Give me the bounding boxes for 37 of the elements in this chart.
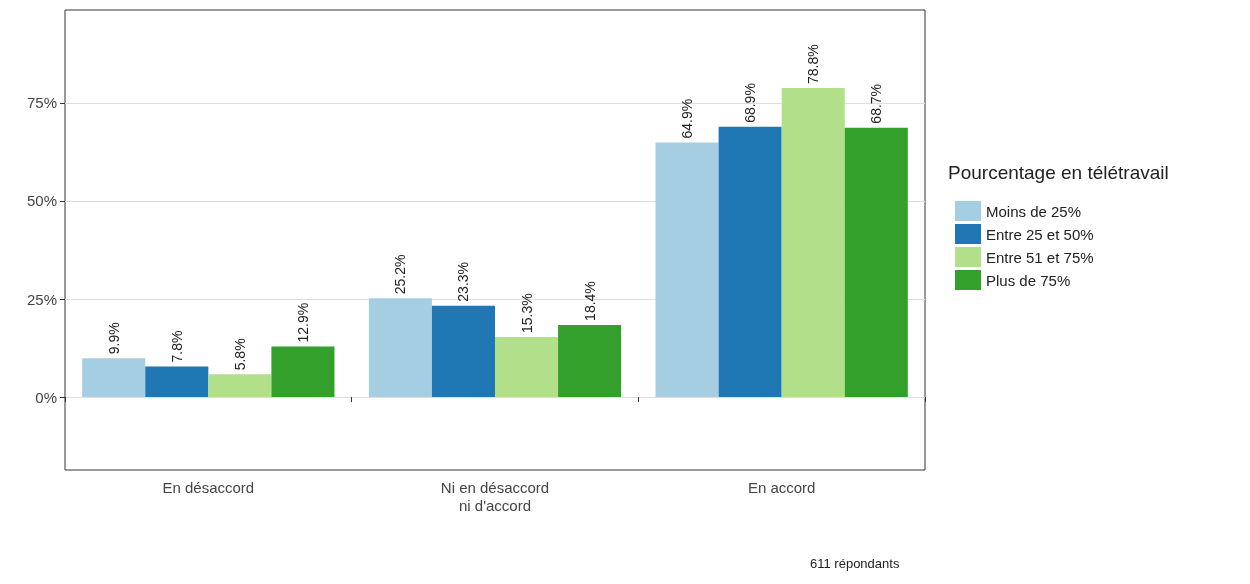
- bar: [718, 126, 782, 398]
- bar: [495, 337, 559, 398]
- legend-label: Plus de 75%: [986, 271, 1071, 289]
- bar: [145, 366, 209, 398]
- bar: [368, 298, 432, 398]
- y-tick-label: 0%: [35, 388, 57, 406]
- bar: [558, 324, 622, 398]
- x-tick-label: En désaccord: [162, 478, 255, 496]
- y-tick-label: 75%: [26, 94, 57, 112]
- data-label: 64.9%: [679, 98, 696, 139]
- bar: [781, 88, 845, 398]
- text: 611 répondants: [810, 556, 900, 571]
- bar: [431, 305, 495, 398]
- data-label: 9.9%: [105, 322, 122, 355]
- bar: [208, 374, 272, 398]
- data-label: 25.2%: [392, 254, 409, 295]
- data-label: 5.8%: [231, 338, 248, 371]
- legend-title: Pourcentage en télétravail: [948, 162, 1169, 183]
- y-tick-label: 50%: [26, 192, 57, 210]
- data-label: 18.4%: [581, 281, 598, 321]
- x-tick-label: Ni en désaccord ni d'accord: [440, 478, 550, 514]
- data-label: 68.9%: [742, 83, 759, 123]
- legend-label: Entre 51 et 75%: [986, 248, 1094, 266]
- bar: [271, 346, 335, 398]
- legend-label: Moins de 25%: [986, 202, 1082, 220]
- data-label: 68.7%: [868, 83, 885, 124]
- data-label: 78.8%: [805, 44, 822, 85]
- data-label: 23.3%: [455, 261, 472, 302]
- data-label: 12.9%: [294, 302, 311, 343]
- x-tick-label: En accord: [747, 478, 816, 496]
- bar: [655, 142, 719, 398]
- legend-label: Entre 25 et 50%: [986, 225, 1094, 243]
- y-tick-label: 25%: [26, 290, 57, 308]
- bar: [844, 127, 908, 398]
- data-label: 7.8%: [168, 330, 185, 363]
- data-label: 15.3%: [518, 293, 535, 334]
- bar: [82, 358, 146, 398]
